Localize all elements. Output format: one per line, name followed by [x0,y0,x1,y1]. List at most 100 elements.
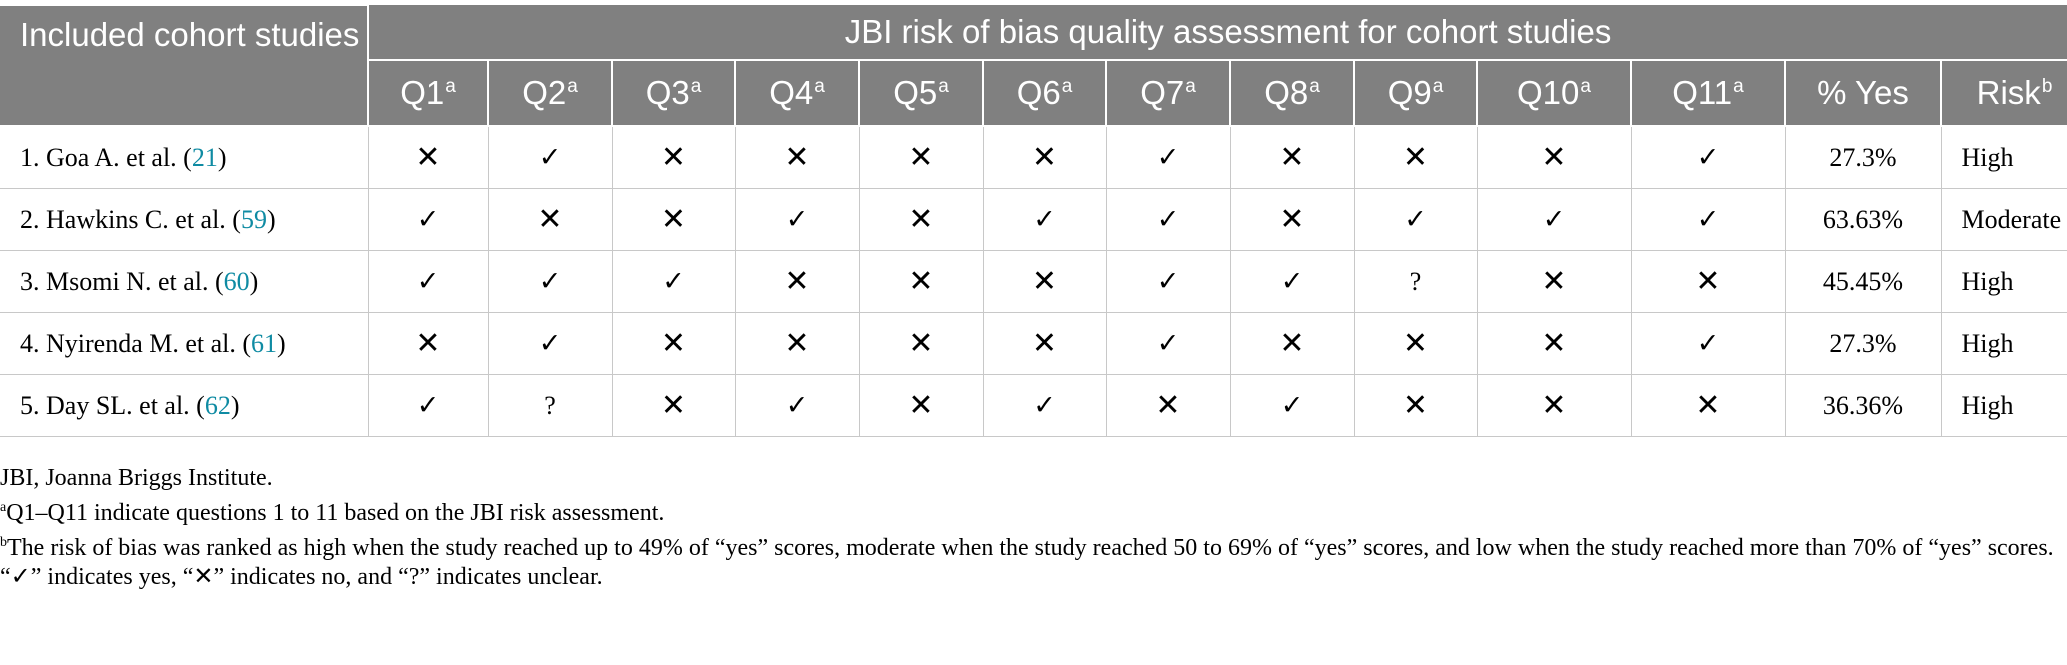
question-label: Q4 [769,74,814,111]
checkmark-icon: ✓ [416,266,440,297]
answer-cell: ✕ [1229,125,1355,189]
question-label: Q9 [1387,74,1432,111]
risk-footnote-mark: b [2041,76,2053,97]
answer-cell: ✓ [1105,125,1231,189]
cross-icon: ✕ [1402,326,1429,361]
cross-icon: ✕ [1279,202,1305,237]
percent-yes-header: % Yes [1784,59,1942,127]
reference-link[interactable]: 62 [204,390,231,420]
footnote-b-mark: b [0,535,7,550]
answer-cell: ✕ [982,125,1107,189]
question-footnote-mark: a [690,76,702,97]
cross-icon: ✕ [1541,264,1567,299]
footnote-a-text: Q1–Q11 indicate questions 1 to 11 based … [6,500,665,526]
answer-cell: ✓ [734,374,860,437]
reference-link[interactable]: 21 [191,142,218,172]
cross-icon: ✕ [1695,264,1721,299]
cross-icon: ✕ [660,140,687,175]
answer-cell: ✕ [1630,374,1786,437]
closing-paren: ) [266,204,276,234]
cross-icon: ✕ [784,326,810,361]
answer-cell: ✕ [1353,312,1478,375]
answer-cell: ✓ [611,250,736,313]
table-row: 4. Nyirenda M. et al. (61) ✕ ✓ ✕ ✕ ✕ ✕ ✓ ✕ ✕ ✕ ✓ 27.… [0,312,2067,375]
question-header-q1: Q1a [367,59,489,127]
answer-cell: ✓ [982,374,1107,437]
checkmark-icon: ✓ [1280,390,1304,421]
cross-icon: ✕ [784,140,810,175]
answer-cell: ✕ [858,312,984,375]
checkmark-icon: ✓ [416,390,440,421]
answer-cell: ✕ [1476,125,1632,189]
answer-cell: ✓ [1630,312,1786,375]
question-footnote-mark: a [1185,76,1196,97]
checkmark-icon: ✓ [1696,204,1720,235]
answer-cell: ✓ [1476,188,1632,251]
question-header-q10: Q10a [1476,59,1632,127]
answer-cell: ✕ [734,250,860,313]
risk-of-bias-table: Included cohort studies JBI risk of bias… [0,4,2067,437]
answer-cell: ✓ [982,188,1107,251]
answer-cell: ✓ [1105,188,1231,251]
answer-cell: ✕ [858,188,984,251]
question-header-q11: Q11a [1630,59,1786,127]
table-row: 2. Hawkins C. et al. (59) ✓ ✕ ✕ ✓ ✕ ✓ ✓ ✕ ✓ ✓ ✓ 63.6… [0,188,2067,251]
footnote-a-mark: a [0,500,7,515]
question-header-q5: Q5a [858,59,984,127]
cross-icon: ✕ [908,326,934,361]
answer-cell: ✕ [734,312,860,375]
answer-cell: ✓ [367,374,489,437]
question-footnote-mark: a [1309,76,1320,97]
cross-icon: ✕ [908,388,934,423]
answer-cell: ✕ [1229,312,1355,375]
cross-icon: ✕ [908,140,934,175]
closing-paren: ) [249,266,259,296]
answer-cell: ✕ [611,374,736,437]
study-name: 1. Goa A. et al. ( [20,142,192,172]
question-footnote-mark: a [445,76,456,97]
checkmark-icon: ✓ [1033,390,1056,421]
reference-link[interactable]: 59 [240,204,267,234]
closing-paren: ) [230,390,240,420]
table-footnotes: JBI, Joanna Briggs Institute. aQ1–Q11 in… [0,464,2067,592]
cross-icon: ✕ [660,202,687,237]
table-wrapper: Included cohort studies JBI risk of bias… [0,4,2067,437]
question-label: Q10 [1517,74,1580,111]
cross-icon: ✕ [1031,264,1058,299]
study-cell: 4. Nyirenda M. et al. (61) [0,312,369,375]
percent-yes-cell: 36.36% [1784,374,1942,437]
study-name: 3. Msomi N. et al. ( [20,266,224,296]
closing-paren: ) [217,142,227,172]
answer-cell: ✕ [858,250,984,313]
study-cell: 3. Msomi N. et al. (60) [0,250,369,313]
question-header-q4: Q4a [734,59,860,127]
cross-icon: ✕ [1541,388,1567,423]
footnote-legend: “✓” indicates yes, “✕” indicates no, and… [0,564,603,590]
reference-link[interactable]: 61 [251,328,278,358]
checkmark-icon: ✓ [662,266,685,297]
cross-icon: ✕ [784,264,810,299]
checkmark-icon: ✓ [1156,328,1180,359]
question-footnote-mark: a [567,76,578,97]
checkmark-icon: ✓ [1542,204,1566,235]
table-row: 5. Day SL. et al. (62) ✓? ✕ ✓ ✕ ✓ ✕ ✓ ✕ ✕ ✕ 36.36% H… [0,374,2067,437]
question-footnote-mark: a [1580,76,1591,97]
study-cell: 5. Day SL. et al. (62) [0,374,369,437]
risk-cell: High [1940,374,2067,437]
question-header-q9: Q9a [1353,59,1478,127]
cross-icon: ✕ [415,326,441,361]
question-header-q6: Q6a [982,59,1107,127]
unclear-mark: ? [1409,266,1422,296]
answer-cell: ✓ [1630,125,1786,189]
answer-cell: ✕ [487,188,613,251]
cross-icon: ✕ [1402,140,1429,175]
question-footnote-mark: a [814,76,825,97]
footnote-b-text: The risk of bias was ranked as high when… [7,535,2054,561]
cross-icon: ✕ [908,264,934,299]
risk-cell: High [1940,250,2067,313]
table-row: 3. Msomi N. et al. (60) ✓ ✓ ✓ ✕ ✕ ✕ ✓ ✓? ✕ ✕ 45.45%… [0,250,2067,313]
answer-cell: ✓ [367,188,489,251]
checkmark-icon: ✓ [1156,266,1180,297]
reference-link[interactable]: 60 [223,266,250,296]
answer-cell: ✕ [982,250,1107,313]
